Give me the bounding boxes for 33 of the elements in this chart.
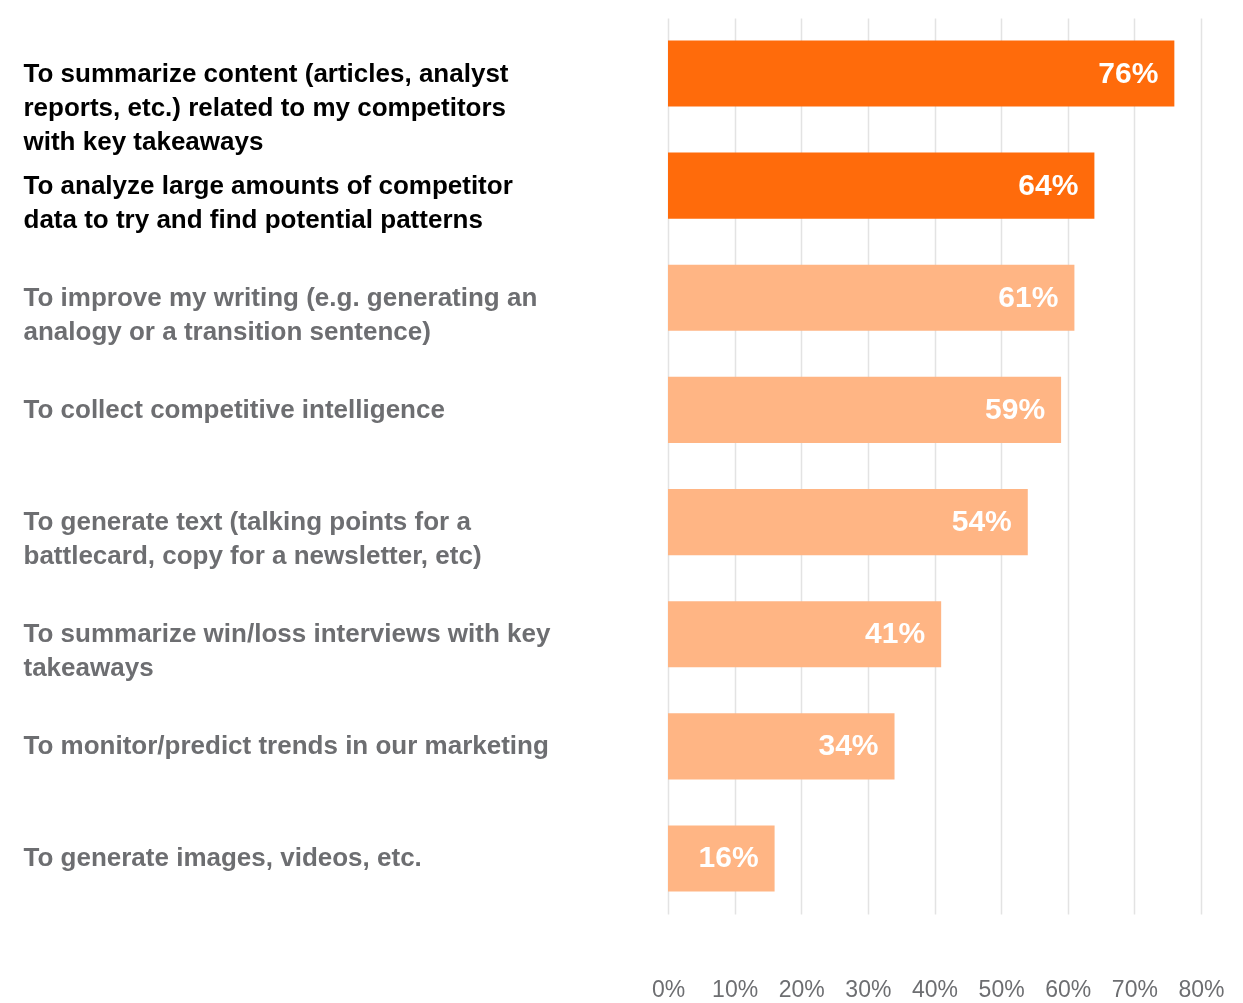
x-tick-label: 60% [1045,975,1092,1002]
x-tick-label: 80% [1178,975,1225,1002]
x-tick-label: 30% [845,975,892,1002]
data-label: 41% [865,616,926,650]
bar [668,825,775,892]
bar [668,152,1095,219]
y-tick-label: To summarize win/loss interviews with key takeaways [23,618,551,683]
y-tick-label: To summarize content (articles, analyst reports, etc.) related to my competitors with key takeaways [22,57,509,156]
y-tick-label: To generate text (talking points for a battlecard, copy for a newsletter, etc) [23,506,482,571]
y-tick-label: To monitor/predict trends in our marketing [23,730,549,761]
data-label: 34% [818,728,879,762]
y-tick-label: To improve my writing (e.g. generating an analogy or a transition sentence) [23,281,538,346]
bar [668,488,1028,556]
x-tick-label: 70% [1111,975,1158,1002]
data-label: 76% [1098,55,1159,89]
bar [668,376,1062,444]
x-tick-label: 10% [712,975,759,1002]
y-tick-label: To generate images, videos, etc. [23,842,422,873]
y-tick-label: To collect competitive intelligence [23,393,445,424]
data-label: 61% [998,279,1059,313]
bar [668,601,942,668]
data-label: 54% [951,504,1012,538]
data-label: 59% [985,391,1046,425]
bar [668,264,1075,331]
x-tick-label: 50% [978,975,1025,1002]
x-tick-label: 20% [778,975,825,1002]
x-tick-label: 0% [651,975,686,1002]
bar [668,40,1175,107]
data-label: 16% [698,840,759,874]
bar [668,713,895,780]
x-tick-label: 40% [911,975,959,1002]
y-tick-label: To analyze large amounts of competitor data to try and find potential patterns [23,169,513,234]
data-label: 64% [1018,167,1079,201]
